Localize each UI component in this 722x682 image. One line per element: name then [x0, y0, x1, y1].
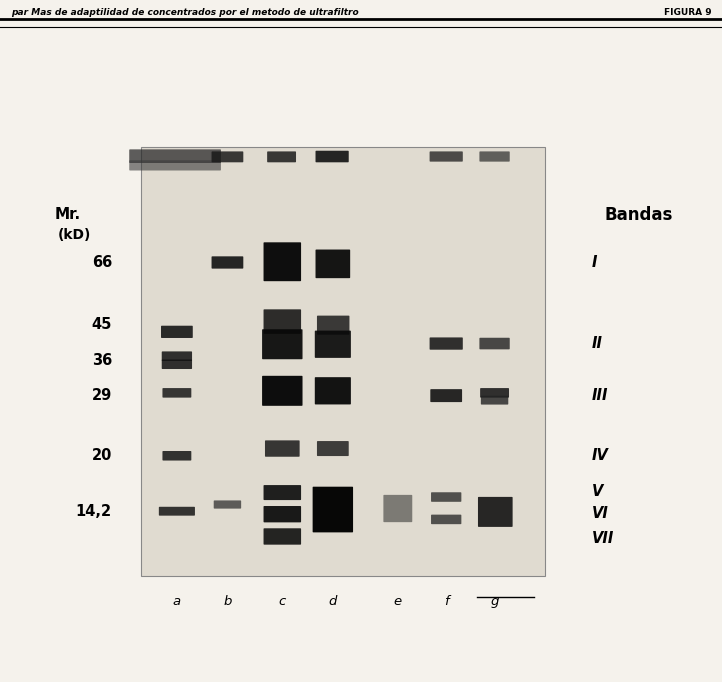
FancyBboxPatch shape: [214, 501, 241, 509]
FancyBboxPatch shape: [162, 359, 192, 369]
Text: I: I: [592, 255, 598, 270]
FancyBboxPatch shape: [264, 242, 301, 281]
FancyBboxPatch shape: [315, 377, 351, 404]
Text: 20: 20: [92, 448, 112, 463]
FancyBboxPatch shape: [264, 485, 301, 500]
FancyBboxPatch shape: [316, 250, 350, 278]
FancyBboxPatch shape: [430, 151, 463, 162]
Text: VI: VI: [592, 506, 609, 521]
FancyBboxPatch shape: [264, 310, 301, 334]
FancyBboxPatch shape: [431, 492, 461, 502]
FancyBboxPatch shape: [262, 376, 303, 406]
Text: a: a: [173, 595, 181, 608]
FancyBboxPatch shape: [480, 388, 509, 398]
FancyBboxPatch shape: [267, 151, 296, 162]
Text: (kD): (kD): [58, 228, 91, 242]
Text: III: III: [592, 388, 609, 403]
Text: Mr.: Mr.: [54, 207, 80, 222]
FancyBboxPatch shape: [313, 487, 353, 533]
FancyBboxPatch shape: [162, 451, 191, 460]
Text: 45: 45: [92, 317, 112, 332]
Text: e: e: [393, 595, 401, 608]
Bar: [141, 147, 545, 576]
Text: f: f: [444, 595, 448, 608]
FancyBboxPatch shape: [479, 151, 510, 162]
FancyBboxPatch shape: [264, 506, 301, 522]
FancyBboxPatch shape: [316, 151, 349, 162]
FancyBboxPatch shape: [161, 326, 193, 338]
Text: c: c: [278, 595, 285, 608]
FancyBboxPatch shape: [262, 329, 303, 359]
FancyBboxPatch shape: [129, 149, 221, 163]
Text: 36: 36: [92, 353, 112, 368]
FancyBboxPatch shape: [430, 389, 462, 402]
Text: V: V: [592, 484, 604, 499]
FancyBboxPatch shape: [162, 388, 191, 398]
Text: Bandas: Bandas: [605, 206, 673, 224]
FancyBboxPatch shape: [430, 338, 463, 350]
Text: 66: 66: [92, 255, 112, 270]
FancyBboxPatch shape: [264, 529, 301, 545]
Text: b: b: [223, 595, 232, 608]
FancyBboxPatch shape: [479, 338, 510, 349]
Text: 29: 29: [92, 388, 112, 403]
Text: VII: VII: [592, 531, 614, 546]
FancyBboxPatch shape: [383, 495, 412, 522]
FancyBboxPatch shape: [129, 160, 221, 170]
Text: IV: IV: [592, 448, 609, 463]
FancyBboxPatch shape: [478, 497, 513, 527]
FancyBboxPatch shape: [212, 256, 243, 269]
FancyBboxPatch shape: [162, 351, 192, 361]
Text: 14,2: 14,2: [76, 504, 112, 519]
FancyBboxPatch shape: [265, 441, 300, 457]
FancyBboxPatch shape: [212, 151, 243, 162]
Text: II: II: [592, 336, 603, 351]
Text: g: g: [490, 595, 499, 608]
Text: d: d: [328, 595, 336, 608]
FancyBboxPatch shape: [317, 441, 349, 456]
FancyBboxPatch shape: [431, 515, 461, 524]
Text: par Mas de adaptilidad de concentrados por el metodo de ultrafiltro: par Mas de adaptilidad de concentrados p…: [11, 8, 358, 17]
FancyBboxPatch shape: [481, 396, 508, 404]
FancyBboxPatch shape: [159, 507, 195, 516]
Text: FIGURA 9: FIGURA 9: [664, 8, 711, 17]
FancyBboxPatch shape: [317, 316, 349, 335]
FancyBboxPatch shape: [315, 331, 351, 358]
